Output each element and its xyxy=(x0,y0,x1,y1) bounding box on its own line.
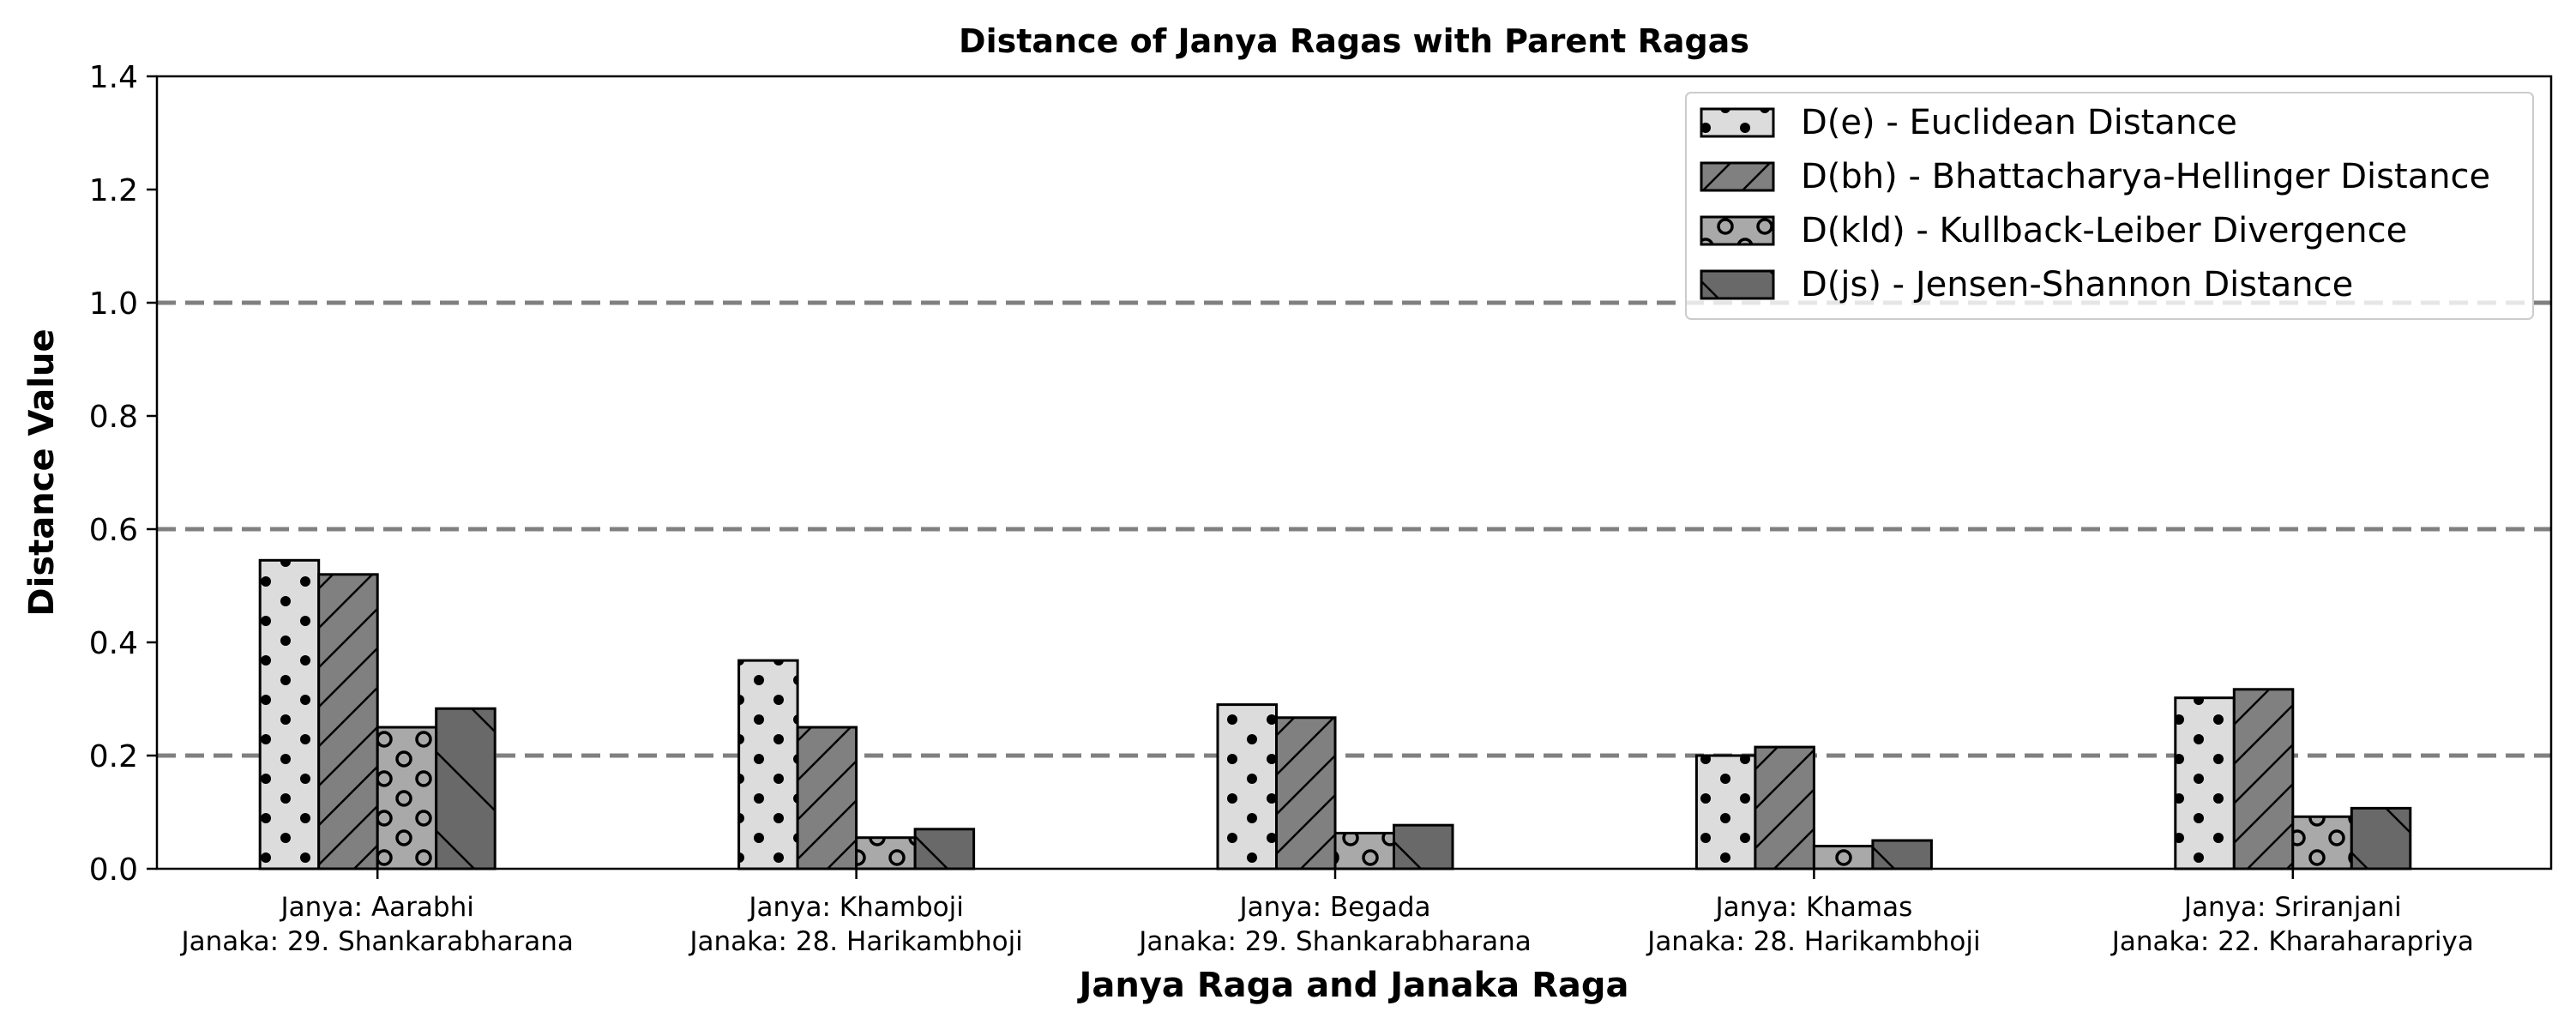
x-tick-label-line: Janaka: 22. Kharaharapriya xyxy=(2110,926,2474,957)
legend-label: D(js) - Jensen-Shannon Distance xyxy=(1801,265,2353,304)
bar-hatch xyxy=(2291,815,2353,870)
legend-label: D(e) - Euclidean Distance xyxy=(1801,103,2237,142)
bar-hatch xyxy=(435,707,497,870)
bars xyxy=(258,558,2412,870)
x-tick-label-line: Janya: Khamboji xyxy=(747,892,963,923)
bar xyxy=(913,828,976,870)
chart-title: Distance of Janya Ragas with Parent Raga… xyxy=(959,22,1749,60)
bar xyxy=(1333,831,1395,870)
bar xyxy=(317,573,379,870)
x-tick-label: Janya: Begada Janaka: 29. Shankarabharana xyxy=(1137,892,1531,957)
bar xyxy=(796,726,858,870)
bar xyxy=(2174,696,2236,870)
bar-hatch xyxy=(317,573,379,870)
x-tick-label: Janya: Sriranjani Janaka: 22. Kharaharapr… xyxy=(2110,892,2474,957)
bar xyxy=(2350,806,2412,870)
x-tick-label-line: Janya: Khamas xyxy=(1714,892,1913,923)
y-tick-label: 0.8 xyxy=(89,400,138,435)
y-tick-label: 1.4 xyxy=(89,60,138,95)
bar xyxy=(2291,815,2353,870)
bar xyxy=(1216,703,1278,870)
bar xyxy=(2232,688,2295,870)
legend-label: D(bh) - Bhattacharya-Hellinger Distance xyxy=(1801,157,2490,196)
bar-hatch xyxy=(1275,716,1337,870)
bar-hatch xyxy=(2232,688,2295,870)
bar-hatch xyxy=(913,828,976,870)
bar-hatch xyxy=(1754,745,1815,870)
bar-hatch xyxy=(258,558,321,870)
x-tick-label-line: Janya: Sriranjani xyxy=(2182,892,2402,923)
bar xyxy=(855,836,917,870)
bar xyxy=(376,726,438,870)
y-tick-label: 1.2 xyxy=(89,173,138,208)
x-tick-label-line: Janaka: 28. Harikambhoji xyxy=(688,926,1022,957)
bar xyxy=(1275,716,1337,870)
bar-hatch xyxy=(1393,823,1454,870)
bar-hatch xyxy=(1812,845,1875,870)
bar xyxy=(737,659,799,870)
reference-lines xyxy=(157,300,2551,758)
legend-swatch xyxy=(1700,107,1775,138)
bar-hatch xyxy=(855,836,917,870)
y-axis: 0.0 0.2 0.4 0.6 0.8 1.0 1.2 1.4 xyxy=(89,60,157,888)
y-tick-label: 1.0 xyxy=(89,286,138,322)
legend-swatch xyxy=(1700,161,1775,192)
x-tick-label: Janya: Khamboji Janaka: 28. Harikambhoji xyxy=(688,892,1022,957)
bar-hatch xyxy=(2174,696,2236,870)
bar-hatch xyxy=(1333,831,1395,870)
y-tick-label: 0.6 xyxy=(89,513,138,548)
x-tick-label: Janya: Khamas Janaka: 28. Harikambhoji xyxy=(1646,892,1980,957)
y-tick-label: 0.0 xyxy=(89,852,138,888)
x-axis-label: Janya Raga and Janaka Raga xyxy=(1077,966,1629,1005)
bar-hatch xyxy=(737,659,799,870)
legend-entry: D(bh) - Bhattacharya-Hellinger Distance xyxy=(1700,157,2490,196)
y-tick-label: 0.2 xyxy=(89,739,138,774)
bar xyxy=(435,707,497,870)
bar xyxy=(1754,745,1815,870)
bar xyxy=(1694,754,1757,870)
bar xyxy=(1393,823,1454,870)
x-tick-label-line: Janaka: 29. Shankarabharana xyxy=(1137,926,1531,957)
x-axis: Janya: Aarabhi Janaka: 29. Shankarabharan… xyxy=(179,869,2474,957)
legend-frame xyxy=(1685,92,2534,320)
legend-swatch xyxy=(1700,215,1775,246)
legend-entry: D(kld) - Kullback-Leiber Divergence xyxy=(1700,211,2407,250)
x-tick-label-line: Janaka: 29. Shankarabharana xyxy=(179,926,573,957)
legend-entry: D(e) - Euclidean Distance xyxy=(1700,103,2237,142)
x-tick-label-line: Janaka: 28. Harikambhoji xyxy=(1646,926,1980,957)
bar-hatch xyxy=(1216,703,1278,870)
y-axis-label: Distance Value xyxy=(22,328,62,616)
bar-hatch xyxy=(2350,806,2412,870)
bar xyxy=(258,558,321,870)
x-tick-label: Janya: Aarabhi Janaka: 29. Shankarabharan… xyxy=(179,892,573,957)
legend-label: D(kld) - Kullback-Leiber Divergence xyxy=(1801,211,2407,250)
legend-entry: D(js) - Jensen-Shannon Distance xyxy=(1700,265,2353,304)
plot-area-frame xyxy=(155,75,2553,870)
x-tick-label-line: Janya: Aarabhi xyxy=(280,892,474,923)
bar-hatch xyxy=(1871,839,1933,870)
bar-hatch xyxy=(796,726,858,870)
x-tick-label-line: Janya: Begada xyxy=(1237,892,1430,923)
bar-hatch xyxy=(376,726,438,870)
bar xyxy=(1812,845,1875,870)
y-tick-label: 0.4 xyxy=(89,626,138,661)
bar xyxy=(1871,839,1933,870)
bar-hatch xyxy=(1694,754,1757,870)
legend-swatch xyxy=(1700,269,1775,300)
legend: D(e) - Euclidean Distance D(bh) - Bhattac… xyxy=(1685,92,2534,320)
